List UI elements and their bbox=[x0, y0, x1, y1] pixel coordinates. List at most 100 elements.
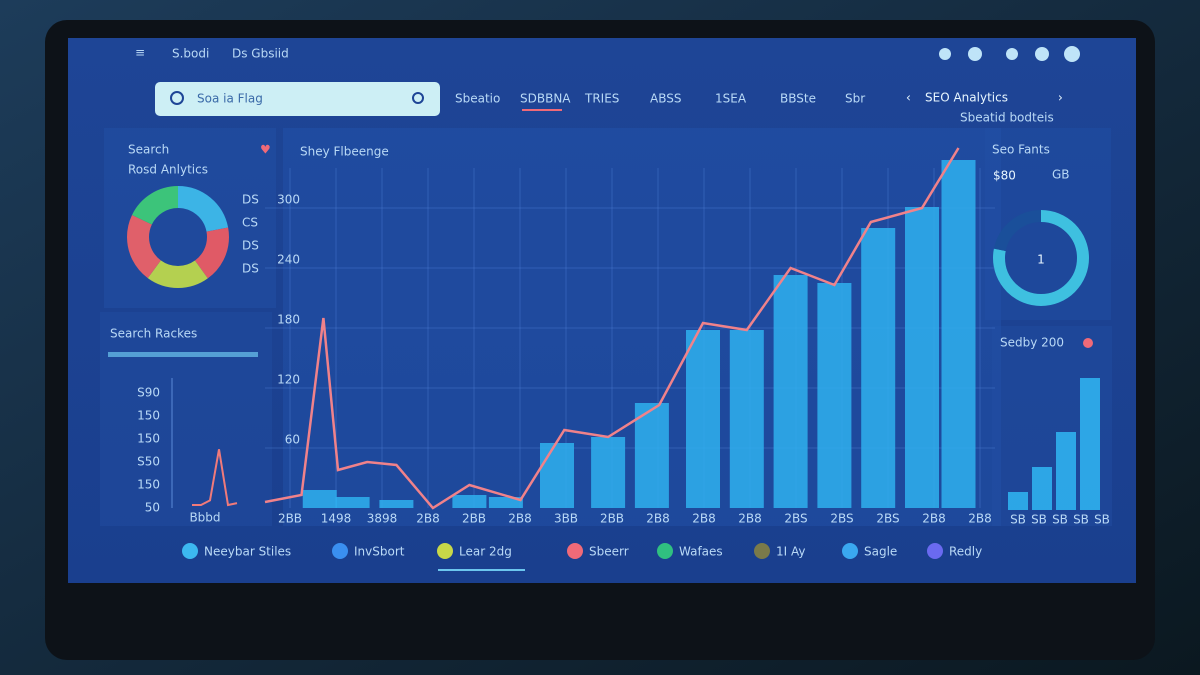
bar bbox=[1080, 378, 1100, 510]
line bbox=[192, 449, 238, 507]
icon[interactable] bbox=[1035, 47, 1049, 61]
legend-swatch[interactable] bbox=[657, 543, 673, 559]
stat-value: $80 bbox=[993, 169, 1016, 183]
x-label: Bbbd bbox=[189, 511, 220, 525]
y-tick-label: 180 bbox=[277, 313, 300, 327]
y-tick-label: 150 bbox=[137, 478, 160, 492]
x-tick-label: 2BB bbox=[278, 512, 302, 526]
bar bbox=[729, 330, 764, 508]
panel-title: Search Rackes bbox=[110, 327, 197, 341]
x-tick-label: 2BS bbox=[784, 512, 807, 526]
arrow[interactable]: ‹ bbox=[906, 91, 911, 105]
panel-title: Seo Fants bbox=[992, 143, 1050, 157]
panel-title: Sedby 200 bbox=[1000, 336, 1064, 350]
bar bbox=[540, 443, 574, 508]
menu-icon[interactable]: ≡ bbox=[135, 46, 145, 60]
icon[interactable] bbox=[968, 47, 982, 61]
x-tick-label: 2B8 bbox=[692, 512, 716, 526]
bar bbox=[686, 330, 720, 508]
legend-swatch[interactable] bbox=[927, 543, 943, 559]
x-tick-label: SB bbox=[1094, 513, 1110, 527]
bar bbox=[905, 207, 939, 508]
x-tick-label: SB bbox=[1073, 513, 1089, 527]
menu-text: Ds Gbsiid bbox=[232, 47, 289, 61]
nav-tab[interactable]: SDBBNA bbox=[520, 92, 571, 106]
legend-label: Redly bbox=[949, 545, 982, 559]
bar bbox=[591, 437, 626, 508]
panel-subtitle: Rosd Anlytics bbox=[128, 163, 208, 177]
bar bbox=[634, 403, 669, 508]
bar bbox=[1056, 432, 1076, 510]
page-title: SEO Analytics bbox=[925, 91, 1008, 105]
y-tick-label: 120 bbox=[277, 373, 300, 387]
icon[interactable] bbox=[1064, 46, 1080, 62]
bar bbox=[335, 497, 370, 508]
stat-badge: GB bbox=[1052, 168, 1070, 182]
legend-label: Neeybar Stiles bbox=[204, 545, 291, 559]
nav-tab[interactable]: Sbeatio bbox=[455, 92, 500, 106]
legend-swatch[interactable] bbox=[754, 543, 770, 559]
chart-title: Shey Flbeenge bbox=[300, 145, 389, 159]
y-tick-label: 240 bbox=[277, 253, 300, 267]
x-tick-label: 2BB bbox=[600, 512, 624, 526]
legend-swatch[interactable] bbox=[567, 543, 583, 559]
nav-tab[interactable]: Sbr bbox=[845, 92, 865, 106]
x-tick-label: 1498 bbox=[321, 512, 352, 526]
legend-swatch[interactable] bbox=[437, 543, 453, 559]
y-tick-label: S50 bbox=[137, 455, 160, 469]
icon[interactable] bbox=[939, 48, 951, 60]
x-tick-label: 2BS bbox=[830, 512, 853, 526]
bar bbox=[817, 283, 852, 508]
donut-center: 1 bbox=[1037, 253, 1045, 267]
y-tick-label: 150 bbox=[137, 409, 160, 423]
search-icon bbox=[170, 91, 184, 105]
bar bbox=[452, 495, 487, 508]
menu-text: S.bodi bbox=[172, 47, 209, 61]
nav-tab[interactable]: 1SEA bbox=[715, 92, 747, 106]
nav-tab[interactable]: TRIES bbox=[584, 92, 619, 106]
x-tick-label: 2B8 bbox=[738, 512, 762, 526]
arrow[interactable]: › bbox=[1058, 91, 1063, 105]
status-dot bbox=[1083, 338, 1093, 348]
x-tick-label: 2BS bbox=[876, 512, 899, 526]
heart-icon[interactable]: ♥ bbox=[260, 143, 271, 157]
x-tick-label: 2BB bbox=[462, 512, 486, 526]
bar bbox=[861, 228, 896, 508]
donut-label: CS bbox=[242, 216, 258, 230]
search-box[interactable] bbox=[155, 82, 440, 116]
progress-bar bbox=[108, 352, 258, 357]
right-panel bbox=[985, 128, 1111, 320]
icon[interactable] bbox=[1006, 48, 1018, 60]
bar bbox=[302, 490, 337, 508]
x-tick-label: 2B8 bbox=[922, 512, 946, 526]
bar bbox=[941, 160, 976, 508]
x-tick-label: 2B8 bbox=[646, 512, 670, 526]
x-tick-label: 2B8 bbox=[968, 512, 992, 526]
left-chart-panel bbox=[100, 312, 272, 526]
donut-segment bbox=[993, 210, 1089, 306]
line bbox=[264, 147, 960, 510]
legend-label: 1I Ay bbox=[776, 545, 805, 559]
donut-segment bbox=[127, 186, 229, 288]
donut-segment bbox=[127, 186, 229, 288]
bar bbox=[1032, 467, 1052, 510]
donut-label: DS bbox=[242, 262, 259, 276]
y-tick-label: 60 bbox=[285, 433, 300, 447]
legend-swatch[interactable] bbox=[842, 543, 858, 559]
x-tick-label: SB bbox=[1010, 513, 1026, 527]
x-tick-label: 2B8 bbox=[416, 512, 440, 526]
bar bbox=[773, 275, 808, 508]
bar bbox=[379, 500, 414, 508]
nav-tab[interactable]: BBSte bbox=[780, 92, 816, 106]
legend-swatch[interactable] bbox=[182, 543, 198, 559]
x-tick-label: 2B8 bbox=[508, 512, 532, 526]
legend-label: InvSbort bbox=[354, 545, 405, 559]
donut-label: DS bbox=[242, 193, 259, 207]
donut-segment bbox=[127, 186, 229, 288]
panel-title: Search bbox=[128, 143, 169, 157]
search-icon bbox=[412, 92, 424, 104]
legend-label: Sagle bbox=[864, 545, 897, 559]
nav-tab[interactable]: ABSS bbox=[650, 92, 681, 106]
legend-swatch[interactable] bbox=[332, 543, 348, 559]
